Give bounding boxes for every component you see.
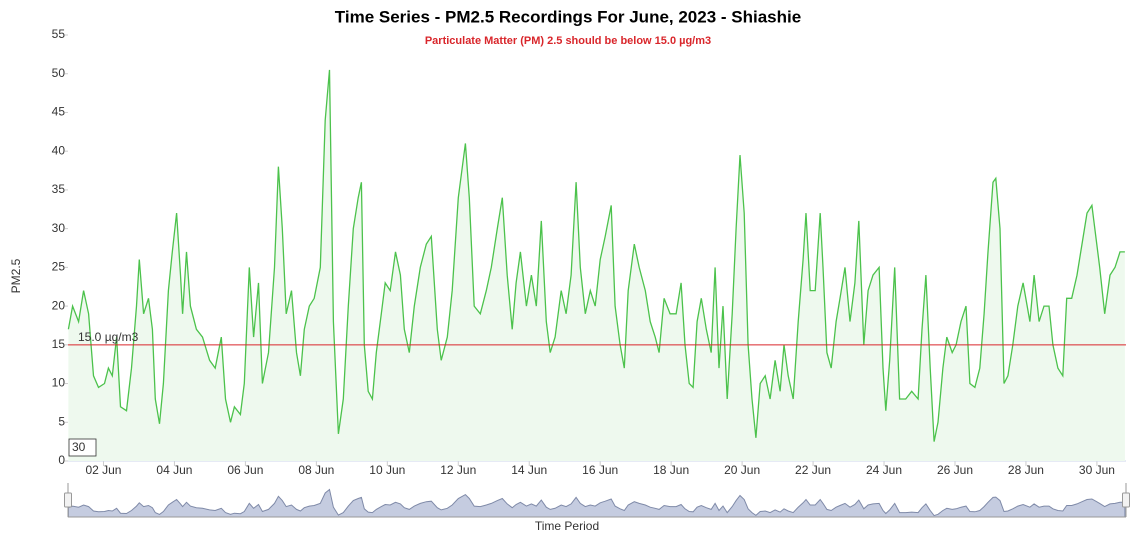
area-fill (68, 69, 1125, 462)
x-tick-label: 04 Jun (156, 463, 192, 477)
y-tick-label: 30 (52, 221, 66, 235)
x-tick-label: 14 Jun (511, 463, 547, 477)
y-tick-label: 50 (52, 66, 66, 80)
y-tick-label: 15 (52, 337, 66, 351)
x-tick-label: 12 Jun (440, 463, 476, 477)
x-axis-label: Time Period (535, 519, 599, 533)
x-tick-label: 08 Jun (298, 463, 334, 477)
x-tick-label: 26 Jun (937, 463, 973, 477)
y-tick-label: 25 (52, 260, 66, 274)
x-tick-label: 10 Jun (369, 463, 405, 477)
threshold-label: 15.0 µg/m3 (78, 330, 139, 344)
y-tick-label: 40 (52, 143, 66, 157)
navigator-handle (64, 492, 72, 508)
chart-title: Time Series - PM2.5 Recordings For June,… (335, 7, 801, 26)
x-tick-label: 16 Jun (582, 463, 618, 477)
x-tick-label: 20 Jun (724, 463, 760, 477)
x-tick-label: 18 Jun (653, 463, 689, 477)
x-tick-label: 24 Jun (866, 463, 902, 477)
y-tick-label: 5 (58, 414, 65, 428)
y-axis-label: PM2.5 (9, 258, 23, 293)
y-tick-label: 35 (52, 182, 66, 196)
range-box-text: 30 (72, 440, 86, 454)
range-box (68, 438, 97, 457)
y-tick-label: 0 (58, 453, 65, 467)
x-tick-label: 30 Jun (1079, 463, 1115, 477)
navigator-area (67, 488, 1126, 518)
chart-subtitle: Particulate Matter (PM) 2.5 should be be… (425, 35, 711, 47)
x-tick-label: 22 Jun (795, 463, 831, 477)
x-tick-label: 28 Jun (1008, 463, 1044, 477)
y-tick-label: 45 (52, 105, 66, 119)
y-tick-label: 55 (52, 27, 66, 41)
x-tick-label: 06 Jun (227, 463, 263, 477)
y-tick-label: 20 (52, 298, 66, 312)
y-tick-label: 10 (52, 376, 66, 390)
navigator-handle (1122, 492, 1130, 508)
x-tick-label: 02 Jun (85, 463, 121, 477)
